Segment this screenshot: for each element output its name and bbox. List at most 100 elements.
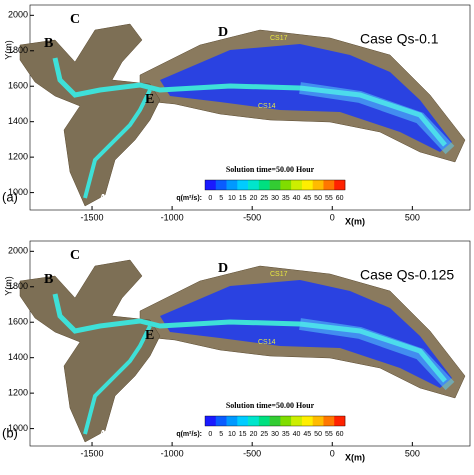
legend-swatch (301, 180, 313, 190)
river (83, 325, 152, 435)
point-label: A (98, 428, 109, 443)
point-label: E (145, 92, 154, 107)
legend-tick-label: 50 (314, 195, 322, 202)
y-tick-label: 1600 (8, 81, 28, 91)
legend-tick-label: 5 (219, 195, 223, 202)
terrain (19, 259, 161, 443)
legend-tick-label: 0 (208, 431, 212, 438)
point-label: C (70, 12, 80, 27)
legend-tick-label: 25 (260, 195, 268, 202)
legend-tick-label: 40 (293, 195, 301, 202)
legend-swatch (215, 416, 227, 426)
legend-frame (204, 415, 346, 427)
legend-swatch (334, 180, 346, 190)
panel-label: (b) (2, 425, 18, 440)
legend-tick-label: 20 (250, 195, 258, 202)
river-edge (299, 318, 455, 391)
legend-swatch (215, 180, 227, 190)
legend-swatch (248, 180, 260, 190)
section-label: CS17 (270, 271, 288, 278)
legend-swatch (280, 180, 292, 190)
legend-tick-label: 10 (228, 431, 236, 438)
legend-swatch (323, 180, 335, 190)
x-tick-label: 500 (405, 212, 420, 222)
legend-title: q(m²/s): (176, 195, 202, 202)
legend-tick-label: 60 (336, 431, 344, 438)
solution-time: Solution time=50.00 Hour (226, 165, 315, 174)
legend-swatch (280, 416, 292, 426)
point-label: B (44, 272, 53, 287)
legend-swatch (312, 416, 324, 426)
legend-tick-label: 0 (208, 195, 212, 202)
x-axis-label: X(m) (345, 452, 365, 462)
y-tick-label: 1800 (8, 45, 28, 55)
legend-swatch (334, 416, 346, 426)
point-label: A (98, 192, 109, 207)
section-label: CS14 (258, 103, 276, 110)
legend-tick-label: 20 (250, 431, 258, 438)
legend-title: q(m²/s): (176, 431, 202, 438)
point-label: C (70, 248, 80, 263)
point-label: E (145, 328, 154, 343)
legend-tick-label: 55 (325, 431, 333, 438)
x-tick-label: 0 (330, 212, 335, 222)
x-tick-label: -500 (243, 448, 261, 458)
y-tick-label: 1800 (8, 281, 28, 291)
legend-tick-label: 25 (260, 431, 268, 438)
flood-water (160, 44, 452, 152)
case-label: Case Qs-0.125 (360, 267, 454, 283)
legend-tick-label: 15 (239, 195, 247, 202)
legend-swatch (226, 180, 238, 190)
terrain (19, 23, 161, 207)
point-label: D (218, 25, 228, 40)
section-label: CS17 (270, 35, 288, 42)
section-label: CS14 (258, 339, 276, 346)
y-tick-label: 1200 (8, 388, 28, 398)
x-tick-label: 0 (330, 448, 335, 458)
x-tick-label: -500 (243, 212, 261, 222)
legend-swatch (291, 416, 303, 426)
y-tick-label: 1600 (8, 317, 28, 327)
legend-swatch (269, 416, 281, 426)
legend-tick-label: 55 (325, 195, 333, 202)
legend-tick-label: 60 (336, 195, 344, 202)
y-tick-label: 1000 (8, 423, 28, 433)
solution-time: Solution time=50.00 Hour (226, 401, 315, 410)
x-tick-label: -1500 (81, 212, 104, 222)
legend-tick-label: 15 (239, 431, 247, 438)
point-label: B (44, 36, 53, 51)
legend-swatch (226, 416, 238, 426)
legend-swatch (205, 180, 217, 190)
x-tick-label: -1500 (81, 448, 104, 458)
legend-swatch (269, 180, 281, 190)
legend-swatch (258, 180, 270, 190)
y-tick-label: 1200 (8, 152, 28, 162)
y-tick-label: 2000 (8, 246, 28, 256)
legend-swatch (301, 416, 313, 426)
legend-frame (204, 179, 346, 191)
x-tick-label: 500 (405, 448, 420, 458)
legend-swatch (205, 416, 217, 426)
legend-tick-label: 35 (282, 195, 290, 202)
x-axis-label: X(m) (345, 216, 365, 226)
legend-swatch (312, 180, 324, 190)
legend-tick-label: 10 (228, 195, 236, 202)
legend-tick-label: 45 (303, 431, 311, 438)
x-tick-label: -1000 (161, 212, 184, 222)
legend-tick-label: 40 (293, 431, 301, 438)
flood-water (160, 280, 452, 388)
y-tick-label: 1400 (8, 352, 28, 362)
legend-swatch (258, 416, 270, 426)
x-tick-label: -1000 (161, 448, 184, 458)
legend-tick-label: 5 (219, 431, 223, 438)
legend-swatch (237, 180, 249, 190)
legend-swatch (291, 180, 303, 190)
panel-label: (a) (2, 189, 18, 204)
y-axis-label: Y(m) (3, 40, 13, 60)
y-tick-label: 1400 (8, 116, 28, 126)
y-tick-label: 2000 (8, 10, 28, 20)
legend-tick-label: 50 (314, 431, 322, 438)
